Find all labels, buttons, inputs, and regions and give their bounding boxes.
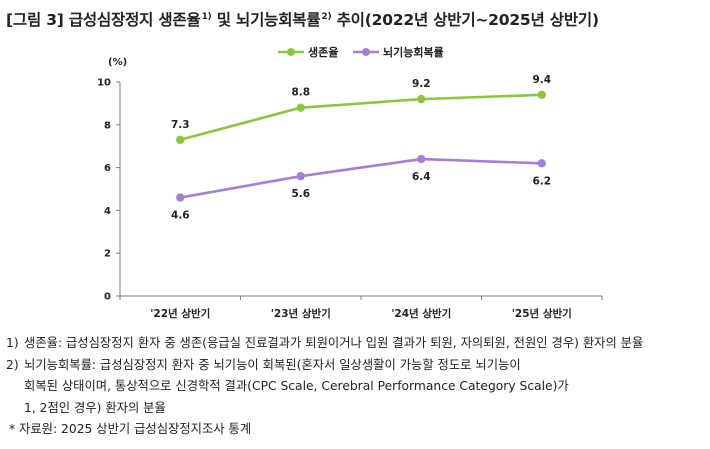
footnote-2-continuation-2: 1, 2점인 경우) 환자의 분율 (24, 400, 166, 415)
data-point (296, 171, 305, 181)
legend-swatch-marker (362, 48, 370, 56)
y-tick-label: 8 (104, 120, 111, 131)
footnote-2-continuation-1: 회복된 상태이며, 통상적으로 신경학적 결과(CPC Scale, Cereb… (24, 379, 569, 393)
data-point (176, 135, 185, 144)
y-tick-label: 10 (97, 78, 111, 89)
x-tick-label: '25년 상반기 (512, 307, 572, 320)
chart-legend: 생존율 뇌기능회복률 (278, 45, 444, 59)
source-text: * 자료원: 2025 상반기 급성심장정지조사 통계 (9, 422, 252, 436)
line-chart: 생존율 뇌기능회복률 (%) 0 2 4 6 8 10 '22년 상반기 '23년 상반기 '24… (97, 45, 603, 320)
x-tick-label: '23년 상반기 (271, 307, 331, 320)
series-1: 7.3 8.8 9.2 9.4 (171, 74, 551, 144)
data-label: 6.4 (412, 171, 431, 183)
footnote-1-number: 1) (6, 336, 19, 350)
legend-label: 생존율 (308, 45, 338, 59)
y-axis-unit: (%) (108, 57, 127, 68)
source-note: * 자료원: 2025 상반기 급성심장정지조사 통계 (6, 419, 706, 441)
y-tick-label: 6 (104, 163, 111, 174)
legend-swatch-marker (287, 48, 295, 56)
chart-axes: 0 2 4 6 8 10 '22년 상반기 '23년 상반기 '24년 상반기 '25년 상반기 (97, 78, 603, 320)
y-tick-label: 2 (104, 249, 111, 260)
chart-series: 7.3 8.8 9.2 9.4 4.6 5.6 6.4 6.2 (171, 74, 551, 222)
figure-title: [그림 3] 급성심장정지 생존율1) 및 뇌기능회복률2) 추이(2022년 … (6, 8, 599, 30)
title-footnote-1: 1) (201, 12, 212, 22)
title-prefix: [그림 3] 급성심장정지 생존율 (6, 11, 201, 29)
title-footnote-2: 2) (321, 12, 332, 22)
footnotes: 1) 생존율: 급성심장정지 환자 중 생존(응급실 진료결과가 퇴원이거나 입… (6, 333, 706, 441)
data-label: 7.3 (171, 119, 190, 131)
title-suffix: 추이(2022년 상반기~2025년 상반기) (331, 11, 599, 29)
data-point (417, 154, 426, 164)
y-tick-label: 4 (104, 206, 111, 217)
data-label: 9.4 (532, 74, 551, 86)
legend-label: 뇌기능회복률 (383, 45, 444, 59)
data-label: 8.8 (291, 87, 310, 99)
footnote-2-number: 2) (6, 357, 19, 372)
title-mid: 및 뇌기능회복률 (211, 11, 321, 29)
x-tick-label: '22년 상반기 (150, 307, 210, 320)
data-label: 4.6 (171, 210, 190, 222)
legend-item: 생존율 (278, 45, 338, 59)
legend-item: 뇌기능회복률 (353, 45, 444, 59)
data-label: 5.6 (291, 188, 310, 200)
data-point (296, 103, 305, 112)
series-line (179, 93, 542, 142)
data-point (537, 90, 546, 100)
footnote-1: 1) 생존율: 급성심장정지 환자 중 생존(응급실 진료결과가 퇴원이거나 입… (6, 333, 706, 355)
data-point (537, 159, 546, 168)
series-2: 4.6 5.6 6.4 6.2 (171, 154, 551, 222)
data-label: 9.2 (412, 78, 431, 90)
y-tick-label: 0 (104, 292, 111, 303)
data-point (176, 193, 185, 202)
footnote-2: 2) 뇌기능회복률: 급성심장정지 환자 중 뇌기능이 회복된(혼자서 일상생활… (6, 355, 706, 377)
data-label: 6.2 (532, 175, 551, 187)
series-line (180, 157, 542, 199)
x-tick-label: '24년 상반기 (391, 307, 451, 320)
footnote-1-text: 생존율: 급성심장정지 환자 중 생존(응급실 진료결과가 퇴원이거나 입원 결… (24, 336, 644, 350)
data-point (417, 94, 426, 104)
footnote-2-text: 뇌기능회복률: 급성심장정지 환자 중 뇌기능이 회복된(혼자서 일상생활이 가… (24, 357, 521, 372)
